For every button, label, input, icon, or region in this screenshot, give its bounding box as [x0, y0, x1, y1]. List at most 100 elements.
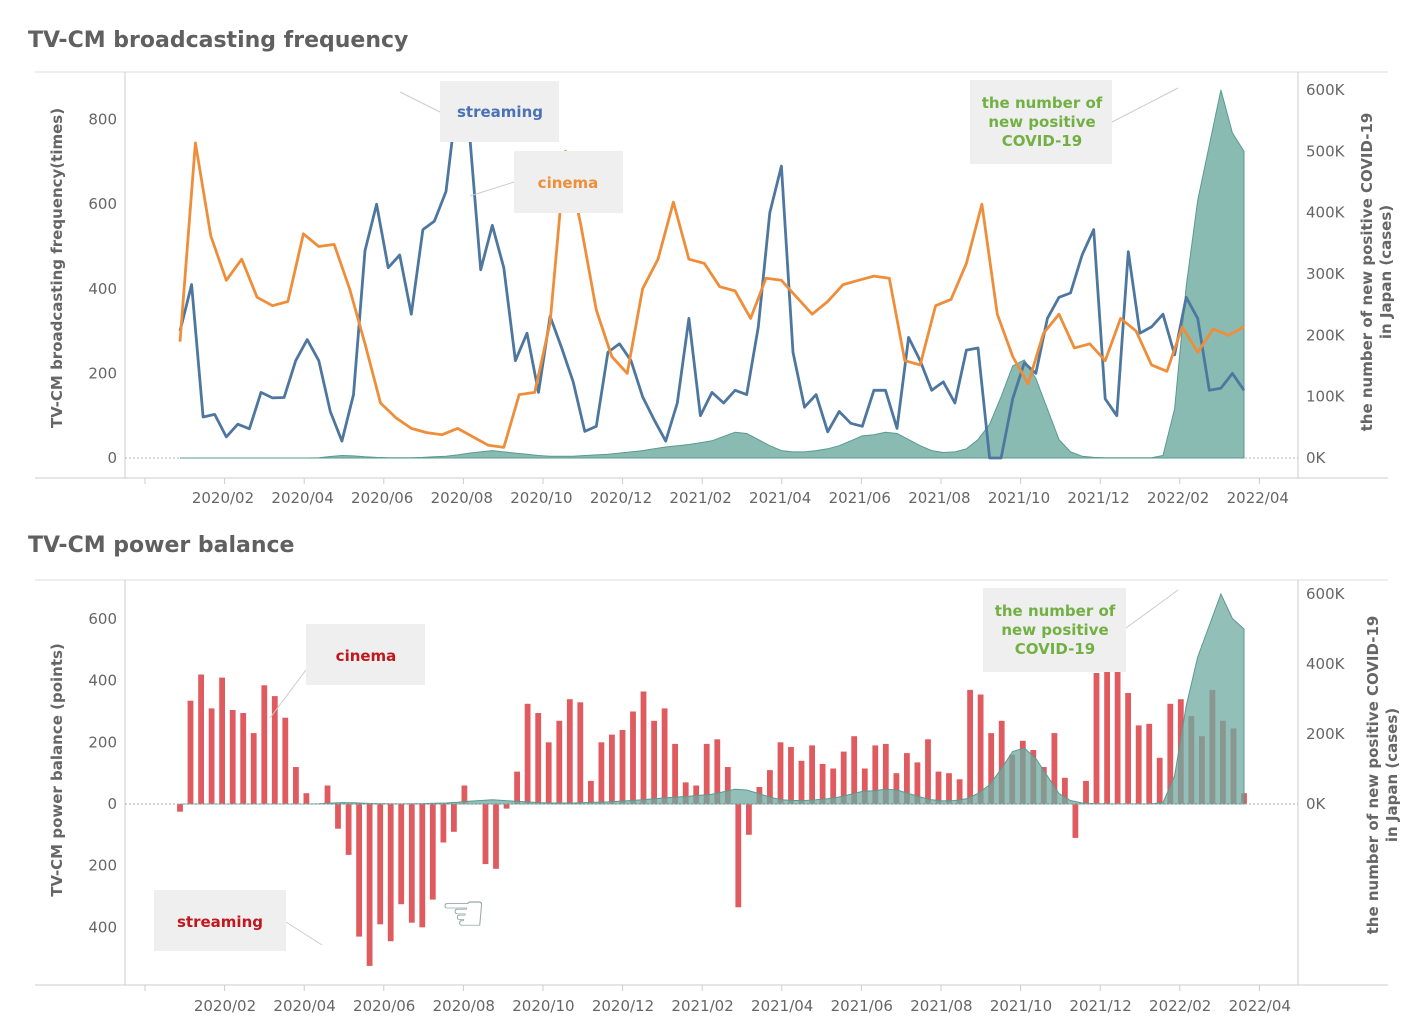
y-tick-label: 400	[88, 918, 117, 936]
y-tick-label: 200	[88, 364, 117, 382]
bar	[1156, 757, 1163, 805]
x-tick-label: 2020/08	[431, 489, 493, 507]
x-tick-label: 2021/12	[1067, 489, 1129, 507]
covid-callout-box	[970, 80, 1112, 164]
x-tick-label: 2022/04	[1227, 489, 1289, 507]
covid-callout-line-2	[1125, 589, 1179, 629]
bar	[1167, 703, 1174, 804]
y2-axis-label-line2: in Japan (cases)	[1383, 708, 1401, 842]
bar	[630, 711, 636, 804]
bar	[914, 762, 921, 804]
x-tick-label: 2020/06	[351, 489, 413, 507]
bar	[419, 804, 426, 928]
bar	[1072, 804, 1079, 838]
cinema-callout-box	[514, 151, 623, 213]
streaming-line	[178, 92, 1246, 460]
bar	[830, 768, 837, 804]
bar	[956, 779, 963, 804]
bar	[461, 785, 468, 804]
bar	[598, 742, 605, 804]
x-tick-label: 2021/06	[829, 489, 891, 507]
y2-tick-label: 100K	[1306, 388, 1346, 406]
bar	[640, 691, 647, 804]
bar	[925, 739, 931, 805]
y-tick-label: 200	[88, 733, 117, 751]
y-axis-label: TV-CM broadcasting frequency(times)	[48, 108, 66, 428]
x-tick-label: 2020/02	[192, 489, 254, 507]
x-tick-label: 2020/04	[271, 489, 333, 507]
bar	[408, 804, 415, 923]
bar	[556, 720, 563, 805]
cinema-line	[178, 141, 1245, 449]
y-tick-label: 400	[88, 672, 117, 690]
bar	[767, 770, 773, 804]
bar	[882, 743, 889, 804]
bar	[651, 720, 657, 805]
bar	[798, 760, 805, 804]
bar	[1051, 733, 1058, 804]
bar	[514, 771, 520, 804]
y2-tick-label: 300K	[1306, 265, 1346, 283]
x-tick-label: 2021/02	[671, 997, 733, 1015]
bar	[219, 677, 225, 804]
x-tick-label: 2020/04	[273, 997, 335, 1015]
bar	[577, 702, 584, 805]
cinema-callout-line-2	[269, 669, 307, 719]
bar	[714, 739, 721, 805]
bar	[198, 674, 204, 804]
bar	[293, 767, 299, 804]
bar	[861, 768, 868, 804]
bar	[1062, 777, 1068, 804]
bar	[229, 710, 236, 804]
bar	[1093, 673, 1100, 804]
bar	[872, 745, 879, 804]
y2-tick-label: 0K	[1306, 449, 1327, 467]
y2-axis-label-line2: in Japan (cases)	[1377, 205, 1395, 339]
x-tick-label: 2021/08	[908, 489, 970, 507]
y2-tick-label: 0K	[1306, 795, 1327, 813]
y-tick-label: 800	[88, 111, 117, 129]
covid-annotation-2: the number of new positive COVID-19	[995, 602, 1116, 658]
bar	[282, 717, 289, 804]
bar	[935, 771, 942, 804]
x-tick-label: 2021/04	[749, 489, 811, 507]
y-tick-label: 0	[107, 795, 117, 813]
bar	[851, 736, 858, 804]
y-axis-label: TV-CM power balance (points)	[48, 643, 66, 897]
bar	[1104, 599, 1110, 804]
bar	[1135, 725, 1142, 804]
streaming-callout-line	[399, 91, 441, 113]
bar	[619, 730, 626, 804]
bar	[672, 743, 678, 804]
bar	[988, 733, 995, 804]
bar	[588, 780, 594, 804]
bar	[451, 804, 457, 832]
y-tick-label: 0	[107, 449, 117, 467]
y2-tick-label: 400K	[1306, 204, 1346, 222]
y2-axis-label-line1: the number of new positive COVID-19	[1358, 113, 1376, 432]
bar	[208, 708, 215, 804]
bar	[335, 804, 341, 829]
covid-area	[180, 89, 1245, 459]
x-tick-label: 2022/04	[1229, 997, 1291, 1015]
covid-callout-line	[1111, 87, 1179, 123]
bar	[303, 793, 310, 804]
bar	[377, 804, 384, 925]
bar	[250, 733, 257, 804]
bar	[735, 804, 742, 908]
covid-area-2	[180, 592, 1245, 805]
cinema-callout-box-2	[306, 624, 425, 685]
y2-tick-label: 400K	[1306, 655, 1346, 673]
bar	[904, 753, 910, 804]
cinema-annotation: cinema	[538, 174, 599, 192]
y2-tick-label: 500K	[1306, 142, 1346, 160]
bar	[809, 745, 815, 804]
frequency-chart: 0 200 400 600 800 0K 100K 200K 300K 400K 500K 600K 2…	[35, 71, 1395, 507]
x-tick-label: 2021/08	[910, 997, 972, 1015]
x-tick-label: 2020/02	[194, 997, 256, 1015]
y2-tick-label: 200K	[1306, 725, 1346, 743]
pointing-hand-icon: ☜	[440, 884, 487, 944]
bar	[387, 804, 394, 942]
bar	[693, 785, 700, 804]
